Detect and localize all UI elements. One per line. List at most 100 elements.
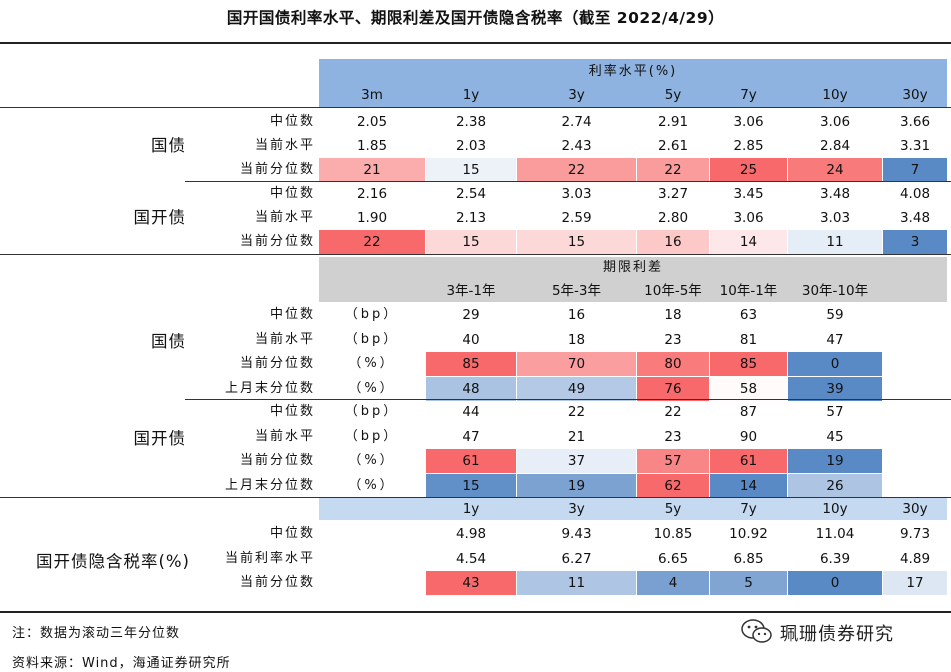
value-cell: 3.06 xyxy=(819,114,851,130)
heat-cell: 80 xyxy=(637,352,709,376)
row-label: 当前水平 xyxy=(254,331,315,347)
column-header: 3y xyxy=(568,501,585,517)
brand-name: 珮珊债券研究 xyxy=(780,624,894,645)
column-header: 10年-1年 xyxy=(719,283,778,299)
value-cell: 59 xyxy=(826,307,844,323)
value-cell: 10.85 xyxy=(653,526,693,542)
value-cell: 10.92 xyxy=(729,526,768,542)
value-cell: 6.85 xyxy=(733,550,764,567)
value-cell: 3.03 xyxy=(819,210,851,226)
value-cell: 3.06 xyxy=(733,114,764,130)
unit-label: （bp） xyxy=(344,307,400,322)
heat-cell: 21 xyxy=(319,158,425,182)
heat-cell: 49 xyxy=(517,376,636,401)
header-band xyxy=(319,59,947,107)
heat-cell: 62 xyxy=(637,473,709,498)
value-cell: 3.27 xyxy=(657,186,689,202)
heat-cell: 11 xyxy=(517,571,636,595)
unit-label: （%） xyxy=(348,380,396,396)
value-cell: 1.85 xyxy=(356,138,388,154)
value-cell: 4.08 xyxy=(899,186,931,202)
group-label: 国开债 xyxy=(133,429,186,448)
row-label: 中位数 xyxy=(269,307,315,322)
group-label: 国债 xyxy=(151,332,186,351)
column-header: 30y xyxy=(902,501,928,517)
heat-cell: 22 xyxy=(319,230,425,254)
value-cell: 3.06 xyxy=(733,210,764,226)
value-cell: 4.98 xyxy=(455,526,487,542)
heat-cell: 19 xyxy=(517,473,636,498)
value-cell: 18 xyxy=(664,307,682,323)
value-cell: 16 xyxy=(567,307,586,323)
column-header: 3y xyxy=(568,87,585,103)
heat-cell: 0 xyxy=(788,571,882,595)
value-cell: 90 xyxy=(739,428,758,445)
value-cell: 81 xyxy=(739,331,758,348)
value-cell: 3.31 xyxy=(899,138,931,154)
row-label: 当前分位数 xyxy=(239,453,315,468)
heat-cell: 43 xyxy=(426,571,516,595)
heat-cell: 85 xyxy=(426,352,516,376)
value-cell: 2.74 xyxy=(561,114,592,130)
heat-cell: 15 xyxy=(517,230,636,254)
row-label: 上月末分位数 xyxy=(224,477,315,493)
heat-cell: 22 xyxy=(517,158,636,182)
heat-cell: 85 xyxy=(710,352,787,376)
value-cell: 11.04 xyxy=(815,526,855,542)
column-header: 5年-3年 xyxy=(551,283,602,299)
heat-cell: 58 xyxy=(710,376,787,401)
column-header: 7y xyxy=(740,501,757,517)
heat-cell: 0 xyxy=(788,352,882,376)
value-cell: 2.61 xyxy=(657,138,689,154)
value-cell: 63 xyxy=(739,307,758,323)
heat-cell: 24 xyxy=(788,158,882,182)
column-header: 10y xyxy=(822,87,848,103)
column-header: 10年-5年 xyxy=(644,283,702,299)
divider-line xyxy=(0,107,951,108)
value-cell: 2.05 xyxy=(356,114,388,130)
value-cell: 2.43 xyxy=(561,138,592,154)
column-header: 5y xyxy=(664,87,682,103)
row-label: 当前分位数 xyxy=(239,356,315,371)
value-cell: 23 xyxy=(664,331,682,348)
heat-cell: 16 xyxy=(637,230,709,254)
group-label: 国债 xyxy=(151,136,186,155)
heat-cell: 57 xyxy=(637,449,709,473)
unit-label: （bp） xyxy=(344,404,400,419)
heat-cell: 26 xyxy=(788,473,882,498)
value-cell: 4.54 xyxy=(455,550,487,567)
value-cell: 4.89 xyxy=(899,550,931,567)
value-cell: 18 xyxy=(567,331,586,348)
heat-cell: 39 xyxy=(788,376,882,401)
value-cell: 22 xyxy=(567,404,586,420)
column-header: 30y xyxy=(902,87,928,103)
unit-label: （%） xyxy=(348,477,396,493)
value-cell: 2.03 xyxy=(455,138,487,154)
value-cell: 40 xyxy=(462,331,480,348)
bottom-rule xyxy=(0,611,951,613)
value-cell: 3.48 xyxy=(819,186,851,202)
value-cell: 21 xyxy=(567,428,586,445)
value-cell: 2.16 xyxy=(356,186,388,202)
value-cell: 9.73 xyxy=(899,526,931,542)
unit-label: （bp） xyxy=(344,331,400,347)
row-label: 当前利率水平 xyxy=(224,550,315,566)
column-header: 1y xyxy=(462,87,480,103)
heat-cell: 15 xyxy=(426,230,516,254)
unit-label: （%） xyxy=(348,356,396,371)
section-caption: 期限利差 xyxy=(602,260,663,275)
column-header: 3年-1年 xyxy=(446,283,496,299)
divider-line xyxy=(185,399,951,400)
value-cell: 6.27 xyxy=(561,550,592,567)
value-cell: 3.45 xyxy=(733,186,764,202)
heat-cell: 4 xyxy=(637,571,709,595)
header-band xyxy=(319,498,947,520)
row-label: 当前分位数 xyxy=(239,575,315,590)
heat-cell: 14 xyxy=(710,473,787,498)
unit-label: （bp） xyxy=(344,428,400,444)
value-cell: 2.13 xyxy=(455,210,487,226)
value-cell: 23 xyxy=(664,428,682,445)
value-cell: 22 xyxy=(664,404,682,420)
heat-cell: 17 xyxy=(883,571,947,595)
top-rule xyxy=(0,42,951,44)
